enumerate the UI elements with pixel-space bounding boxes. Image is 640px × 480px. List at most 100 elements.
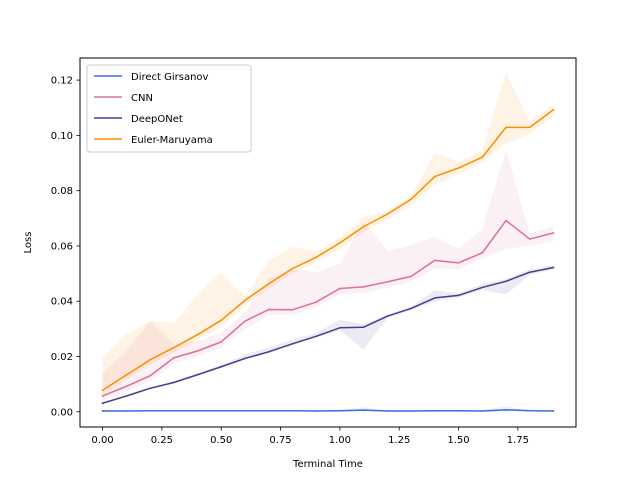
point-cnn	[291, 309, 294, 311]
point-deeponet	[125, 395, 128, 397]
point-cnn	[101, 395, 104, 397]
point-euler-maruyama	[196, 333, 199, 336]
point-direct-girsanov	[172, 409, 175, 412]
legend-label-direct-girsanov: Direct Girsanov	[131, 72, 209, 83]
point-deeponet	[267, 351, 270, 353]
point-cnn	[362, 286, 365, 288]
point-euler-maruyama	[244, 299, 246, 302]
point-direct-girsanov	[196, 409, 199, 412]
point-euler-maruyama	[362, 225, 365, 228]
point-cnn	[125, 385, 128, 388]
point-euler-maruyama	[125, 374, 128, 376]
point-cnn	[339, 287, 341, 290]
series-lines	[101, 108, 555, 412]
x-tick-label: 0.50	[210, 435, 232, 446]
point-euler-maruyama	[505, 126, 507, 129]
point-direct-girsanov	[315, 410, 317, 412]
point-euler-maruyama	[481, 156, 484, 159]
point-cnn	[433, 259, 436, 262]
point-cnn	[481, 252, 484, 254]
legend-label-cnn: CNN	[131, 93, 153, 104]
point-cnn	[505, 219, 507, 222]
point-direct-girsanov	[505, 409, 507, 411]
point-cnn	[267, 308, 270, 311]
x-axis-label: Terminal Time	[292, 459, 363, 470]
point-euler-maruyama	[457, 167, 460, 169]
point-direct-girsanov	[267, 409, 270, 412]
point-deeponet	[196, 373, 199, 376]
y-axis-label: Loss	[23, 232, 34, 254]
band-cnn	[102, 150, 554, 401]
legend-frame	[86, 64, 252, 153]
point-euler-maruyama	[552, 108, 555, 111]
x-tick-label: 1.75	[507, 435, 529, 446]
point-direct-girsanov	[101, 410, 104, 412]
point-direct-girsanov	[149, 409, 151, 412]
point-deeponet	[457, 294, 460, 297]
point-deeponet	[528, 271, 531, 274]
line-euler-maruyama	[101, 108, 555, 392]
legend: Direct Girsanov CNN DeepONet Euler-Maruyama	[86, 64, 252, 153]
legend-label-euler-maruyama: Euler-Maruyama	[131, 135, 213, 146]
point-deeponet	[386, 315, 389, 317]
y-axis: 0.00 0.02 0.04 0.06 0.08 0.10 0.12	[51, 76, 80, 418]
point-direct-girsanov	[291, 409, 294, 412]
y-tick-label: 0.08	[51, 186, 73, 197]
line-direct-girsanov	[101, 409, 555, 412]
point-deeponet	[433, 297, 436, 299]
point-direct-girsanov	[457, 409, 460, 412]
point-direct-girsanov	[552, 410, 555, 412]
point-direct-girsanov	[481, 410, 484, 412]
point-deeponet	[315, 335, 317, 338]
point-deeponet	[552, 266, 555, 269]
x-tick-label: 0.75	[269, 435, 291, 446]
legend-label-deeponet: DeepONet	[131, 114, 183, 125]
point-cnn	[315, 301, 317, 303]
point-euler-maruyama	[291, 267, 294, 270]
point-cnn	[196, 350, 199, 352]
point-deeponet	[291, 343, 294, 345]
point-deeponet	[481, 286, 484, 289]
point-deeponet	[220, 365, 223, 368]
band-euler-maruyama	[102, 72, 554, 396]
point-cnn	[552, 232, 555, 234]
point-direct-girsanov	[125, 410, 128, 412]
point-cnn	[220, 341, 223, 343]
x-tick-label: 1.50	[447, 435, 469, 446]
point-deeponet	[244, 357, 246, 360]
point-direct-girsanov	[410, 410, 412, 412]
line-deeponet	[101, 266, 555, 405]
point-direct-girsanov	[220, 409, 223, 412]
point-direct-girsanov	[362, 409, 365, 411]
band-deeponet	[102, 265, 554, 405]
point-euler-maruyama	[339, 242, 341, 244]
point-euler-maruyama	[220, 319, 223, 322]
point-euler-maruyama	[149, 359, 151, 361]
point-deeponet	[149, 387, 151, 390]
point-cnn	[528, 238, 531, 240]
plot-frame	[79, 57, 577, 428]
y-tick-label: 0.06	[51, 241, 73, 252]
x-tick-label: 0.25	[151, 435, 173, 446]
y-tick-label: 0.10	[51, 131, 73, 142]
point-direct-girsanov	[244, 409, 246, 412]
y-tick-label: 0.00	[51, 407, 73, 418]
point-cnn	[149, 375, 151, 377]
point-euler-maruyama	[101, 389, 104, 392]
point-deeponet	[101, 402, 104, 405]
point-deeponet	[410, 307, 412, 310]
point-euler-maruyama	[410, 198, 412, 201]
point-cnn	[244, 320, 246, 322]
point-direct-girsanov	[339, 409, 341, 412]
x-tick-label: 0.00	[91, 435, 113, 446]
point-deeponet	[172, 381, 175, 384]
y-tick-label: 0.04	[51, 297, 73, 308]
x-axis: 0.00 0.25 0.50 0.75 1.00 1.25 1.50 1.75	[91, 427, 529, 446]
point-cnn	[410, 275, 412, 278]
point-euler-maruyama	[528, 126, 531, 129]
point-cnn	[386, 281, 389, 283]
point-direct-girsanov	[433, 409, 436, 412]
point-euler-maruyama	[433, 175, 436, 178]
x-tick-label: 1.00	[329, 435, 351, 446]
